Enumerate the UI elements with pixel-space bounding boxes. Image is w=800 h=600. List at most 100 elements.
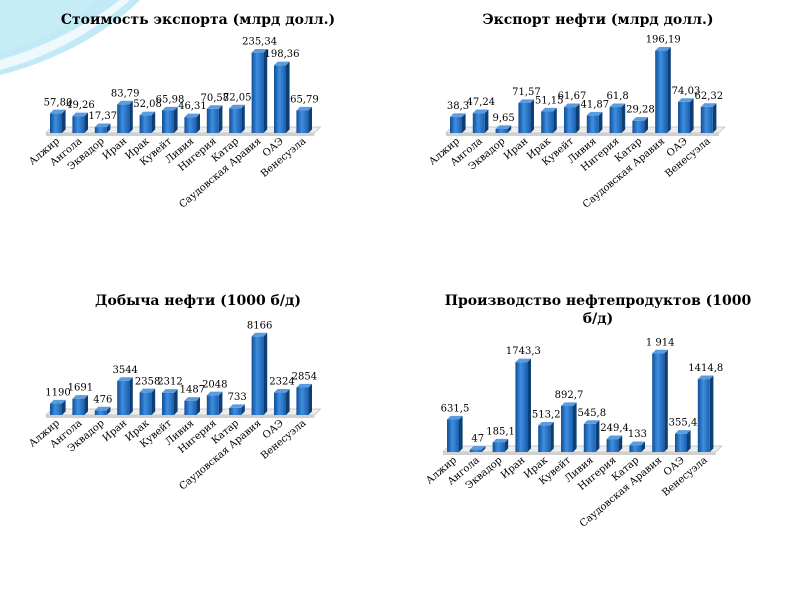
chart-refined-products: Производство нефтепродуктов (1000 б/д) 63… bbox=[424, 293, 751, 530]
bar-front bbox=[652, 353, 665, 452]
bar bbox=[117, 377, 133, 415]
data-label: 1487 bbox=[180, 385, 205, 396]
data-label: 47,24 bbox=[466, 97, 495, 108]
bar-top bbox=[251, 332, 268, 337]
bar bbox=[606, 435, 623, 452]
bar-front bbox=[469, 449, 482, 452]
bar-front bbox=[184, 117, 197, 133]
bar-side bbox=[151, 388, 156, 415]
decorative-wave bbox=[0, 0, 130, 70]
bar-front bbox=[632, 120, 645, 133]
bar-side bbox=[484, 109, 489, 133]
bar-top bbox=[139, 111, 156, 116]
bar-side bbox=[308, 383, 312, 415]
bar-top bbox=[72, 395, 88, 399]
bar-side bbox=[241, 404, 245, 415]
bar bbox=[655, 47, 671, 133]
data-label: 74,03 bbox=[672, 86, 701, 97]
bar-top bbox=[697, 375, 714, 380]
chart-title: Экспорт нефти (млрд долл.) bbox=[483, 12, 714, 28]
bar bbox=[609, 103, 626, 133]
bar-top bbox=[606, 435, 623, 440]
data-label: 3544 bbox=[112, 365, 137, 376]
data-label: 9,65 bbox=[492, 113, 514, 124]
bar-front bbox=[609, 107, 622, 133]
bar-top bbox=[652, 349, 668, 354]
data-label: 29,28 bbox=[626, 105, 655, 116]
bar-top bbox=[492, 438, 509, 443]
bar bbox=[586, 111, 603, 133]
bar-top bbox=[229, 104, 245, 109]
bar-front bbox=[296, 387, 309, 415]
bar bbox=[700, 103, 717, 133]
bars bbox=[50, 48, 312, 134]
bar-top bbox=[50, 109, 66, 114]
bar-side bbox=[218, 391, 223, 415]
bar-front bbox=[564, 107, 576, 133]
data-label: 71,57 bbox=[512, 87, 541, 98]
floor-edge bbox=[46, 133, 315, 136]
bar bbox=[139, 388, 156, 415]
data-label: 38,3 bbox=[447, 101, 469, 112]
bar bbox=[632, 117, 648, 133]
bar bbox=[72, 395, 88, 415]
bar bbox=[515, 358, 531, 452]
bar-front bbox=[697, 379, 710, 452]
bar bbox=[447, 415, 463, 452]
bar-side bbox=[129, 377, 133, 415]
bars bbox=[50, 332, 312, 415]
data-label: 46,31 bbox=[178, 101, 207, 112]
bar-side bbox=[530, 99, 534, 133]
bar bbox=[206, 105, 223, 133]
bar bbox=[50, 109, 66, 133]
bar bbox=[492, 438, 509, 452]
bar-front bbox=[675, 433, 687, 452]
bar-side bbox=[174, 389, 178, 415]
bar-top bbox=[629, 441, 645, 446]
bar-front bbox=[541, 111, 554, 133]
data-label: 8166 bbox=[247, 320, 272, 331]
bar bbox=[678, 98, 694, 133]
bar-top bbox=[274, 61, 290, 66]
bar-top bbox=[495, 125, 512, 129]
bar-top bbox=[50, 399, 66, 404]
bar-front bbox=[492, 442, 505, 452]
chart-title-line: б/д) bbox=[583, 311, 613, 327]
bar bbox=[72, 112, 88, 133]
bar bbox=[541, 107, 557, 133]
bar-front bbox=[50, 403, 62, 415]
bar-top bbox=[206, 105, 223, 109]
data-label: 2048 bbox=[202, 379, 227, 390]
bar-top bbox=[655, 47, 671, 51]
data-label: 72,05 bbox=[223, 92, 252, 103]
bar-side bbox=[573, 402, 577, 452]
bar-front bbox=[561, 405, 573, 452]
bar-front bbox=[700, 106, 713, 133]
bar-front bbox=[296, 110, 309, 133]
bar-side bbox=[241, 104, 245, 133]
bar bbox=[229, 104, 245, 133]
bar-front bbox=[251, 52, 264, 134]
bar-side bbox=[481, 445, 486, 452]
chart-export-value: Стоимость экспорта (млрд долл.) 57,8049,… bbox=[27, 12, 335, 211]
bar bbox=[274, 389, 290, 415]
chart-oil-production: Добыча нефти (1000 б/д) 1190169147635442… bbox=[27, 293, 322, 493]
bar-top bbox=[184, 113, 200, 118]
bar-top bbox=[469, 445, 486, 450]
decorative-wave bbox=[0, 0, 95, 52]
bar-side bbox=[712, 103, 717, 133]
data-label: 513,2 bbox=[532, 410, 561, 421]
bar-top bbox=[296, 383, 312, 388]
bar bbox=[162, 106, 178, 133]
bar-top bbox=[184, 397, 200, 401]
chart-title: Производство нефтепродуктов (1000 б/д) bbox=[445, 293, 752, 327]
bar bbox=[184, 397, 200, 415]
bar-side bbox=[106, 406, 111, 415]
bar-side bbox=[174, 106, 178, 133]
